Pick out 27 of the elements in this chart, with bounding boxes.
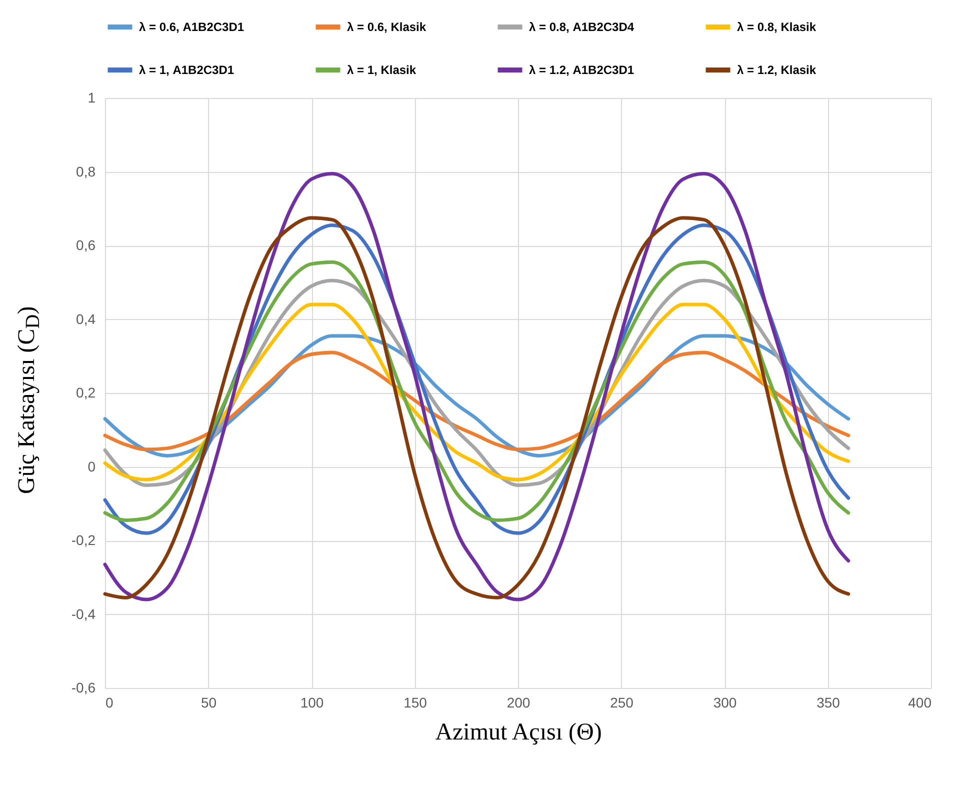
legend-label: λ = 0.8, A1B2C3D4 — [529, 20, 634, 34]
y-tick-label: 0,8 — [76, 163, 96, 180]
x-tick-label: 250 — [610, 694, 634, 710]
x-tick-label: 300 — [713, 694, 737, 710]
x-tick-label: 350 — [816, 694, 840, 710]
y-tick-label: 1 — [88, 90, 96, 106]
y-tick-label: -0,6 — [71, 680, 96, 696]
y-tick-label: -0,2 — [71, 532, 96, 548]
y-tick-label: 0,2 — [76, 384, 96, 400]
x-tick-label: 400 — [908, 694, 932, 710]
x-tick-label: 50 — [200, 694, 217, 710]
legend-label: λ = 1, A1B2C3D1 — [139, 63, 234, 77]
legend-label: λ = 1, Klasik — [347, 63, 416, 77]
y-tick-label: 0 — [88, 458, 96, 474]
legend-label: λ = 1.2, Klasik — [737, 63, 816, 77]
legend-label: λ = 0.6, A1B2C3D1 — [139, 20, 244, 34]
y-tick-label: 0,4 — [76, 310, 96, 327]
legend-label: λ = 1.2, A1B2C3D1 — [529, 63, 634, 77]
x-tick-label: 150 — [404, 694, 428, 710]
x-tick-label: 100 — [300, 694, 324, 710]
y-tick-label: 0,6 — [76, 237, 96, 253]
y-tick-label: -0,4 — [71, 606, 96, 622]
legend-label: λ = 0.6, Klasik — [347, 20, 426, 34]
x-tick-label: 0 — [106, 694, 114, 710]
x-axis-title: Azimut Açısı (Θ) — [435, 720, 602, 746]
x-tick-label: 200 — [506, 694, 530, 710]
legend-label: λ = 0.8, Klasik — [737, 20, 816, 34]
